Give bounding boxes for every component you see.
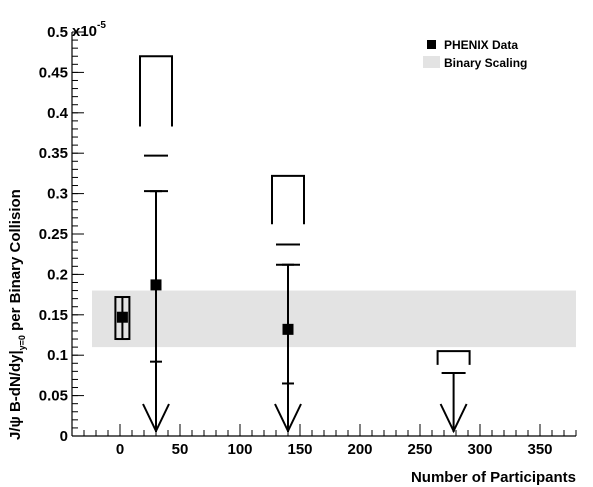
upper-limit-sys-bracket — [140, 56, 172, 126]
data-layer — [115, 56, 469, 432]
x-tick-label: 50 — [172, 441, 189, 458]
band-layer — [92, 291, 576, 348]
x-tick-label: 0 — [116, 441, 124, 458]
y-tick-label: 0.05 — [39, 388, 68, 405]
y-axis-title-suffix: per Binary Collision — [7, 189, 24, 335]
upper-limit-sys-bracket — [272, 176, 304, 224]
y-axis-title: J/ψ B-dN/dy|y=0 per Binary Collision — [7, 189, 27, 440]
y-multiplier-exponent: -5 — [97, 20, 106, 31]
x-tick-label: 150 — [287, 441, 312, 458]
y-tick-label: 0.1 — [47, 347, 68, 364]
legend-label-binary: Binary Scaling — [444, 56, 527, 70]
x-tick-label: 100 — [227, 441, 252, 458]
y-tick-label: 0.15 — [39, 307, 68, 324]
data-point-marker — [117, 312, 128, 323]
y-axis-title-prefix: J/ψ B-dN/dy| — [7, 350, 24, 440]
y-tick-label: 0.2 — [47, 266, 68, 283]
data-point-marker — [283, 324, 294, 335]
legend-label-phenix: PHENIX Data — [444, 38, 518, 52]
y-tick-label: 0 — [60, 428, 68, 445]
y-multiplier: x10-5 — [72, 20, 106, 40]
x-axis-title: Number of Participants — [411, 469, 576, 486]
x-tick-label: 350 — [527, 441, 552, 458]
legend-marker-binary — [423, 56, 440, 68]
x-tick-label: 300 — [467, 441, 492, 458]
y-tick-label: 0.3 — [47, 186, 68, 203]
y-tick-label: 0.4 — [47, 105, 69, 122]
y-axis-title-subscript: y=0 — [17, 335, 27, 350]
y-tick-label: 0.35 — [39, 145, 68, 162]
data-point-marker — [151, 279, 162, 290]
x-tick-label: 200 — [347, 441, 372, 458]
y-tick-label: 0.5 — [47, 24, 68, 41]
upper-limit-sys-bracket — [438, 351, 470, 365]
x-tick-label: 250 — [407, 441, 432, 458]
legend-marker-phenix — [427, 40, 436, 49]
axes-layer: 0 0.05 0.1 0.15 0.2 0.25 0.3 0.35 0.4 0.45 0.5 0 50 1… — [39, 24, 576, 458]
y-multiplier-base: x10 — [72, 23, 97, 40]
y-tick-label: 0.45 — [39, 64, 68, 81]
binary-scaling-band — [92, 291, 576, 348]
y-tick-label: 0.25 — [39, 226, 68, 243]
legend: PHENIX Data Binary Scaling — [423, 38, 527, 70]
